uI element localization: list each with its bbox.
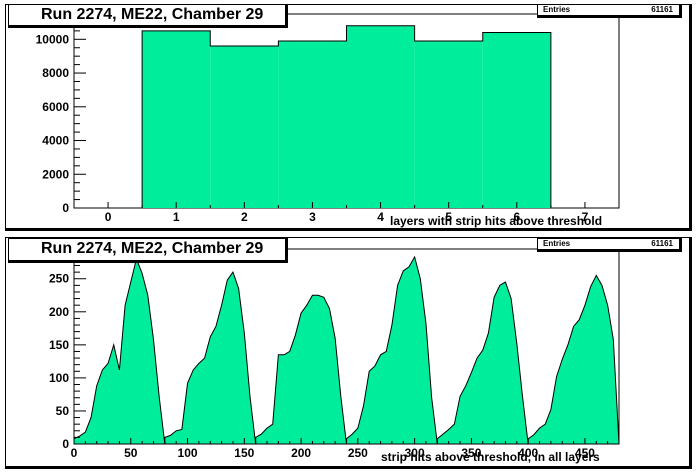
x-tick-label: 400 [518,446,538,460]
x-tick-label: 3 [309,210,316,224]
x-axis-title-bottom: strip hits above threshold, in all layer… [381,450,600,464]
histogram-peak [436,281,529,445]
y-tick-label: 50 [56,404,70,418]
stats-entries-label: Entries [543,239,571,248]
chart-title-bottom: Run 2274, ME22, Chamber 29 [8,238,288,263]
stats-box-top: Entries 61161 [537,4,682,18]
x-tick-label: 0 [105,210,112,224]
x-tick-label: 7 [582,210,589,224]
y-tick-label: 200 [49,305,69,319]
x-tick-label: 1 [173,210,180,224]
y-tick-label: 150 [49,338,69,352]
histogram-bar [346,25,415,208]
y-tick-label: 10000 [36,32,70,46]
stats-box-bottom: Entries 61161 [537,238,682,252]
histogram-peak [346,255,438,445]
stats-entries-value: 61161 [651,5,673,14]
histogram-bar [142,30,211,208]
y-tick-label: 2000 [42,167,69,181]
histogram-peak [73,257,166,445]
histogram-bar [482,32,551,209]
x-tick-label: 150 [234,446,254,460]
x-tick-label: 50 [124,446,138,460]
histogram-outline [141,25,552,208]
x-tick-label: 300 [405,446,425,460]
histogram-peak [255,294,348,445]
x-tick-label: 350 [461,446,481,460]
histogram-peak [164,271,257,445]
x-tick-label: 250 [348,446,368,460]
x-tick-label: 2 [241,210,248,224]
histogram-peak [527,274,620,445]
histogram-bar [210,46,279,209]
x-tick-label: 200 [291,446,311,460]
x-tick-label: 100 [178,446,198,460]
y-tick-label: 8000 [42,66,69,80]
histogram-bar [278,40,347,208]
y-tick-label: 0 [62,437,69,451]
x-tick-label: 5 [445,210,452,224]
y-tick-label: 100 [49,371,69,385]
stats-entries-value: 61161 [651,239,673,248]
y-tick-label: 6000 [42,100,69,114]
histogram-bar [414,40,483,208]
y-tick-label: 0 [62,201,69,215]
y-tick-label: 250 [49,272,69,286]
x-tick-label: 4 [377,210,384,224]
x-axis-title-top: layers with strip hits above threshold [390,214,603,228]
x-tick-label: 450 [575,446,595,460]
x-tick-label: 6 [513,210,520,224]
y-tick-label: 4000 [42,134,69,148]
x-tick-label: 0 [71,446,78,460]
stats-entries-label: Entries [543,5,571,14]
chart-title-top: Run 2274, ME22, Chamber 29 [8,4,288,28]
